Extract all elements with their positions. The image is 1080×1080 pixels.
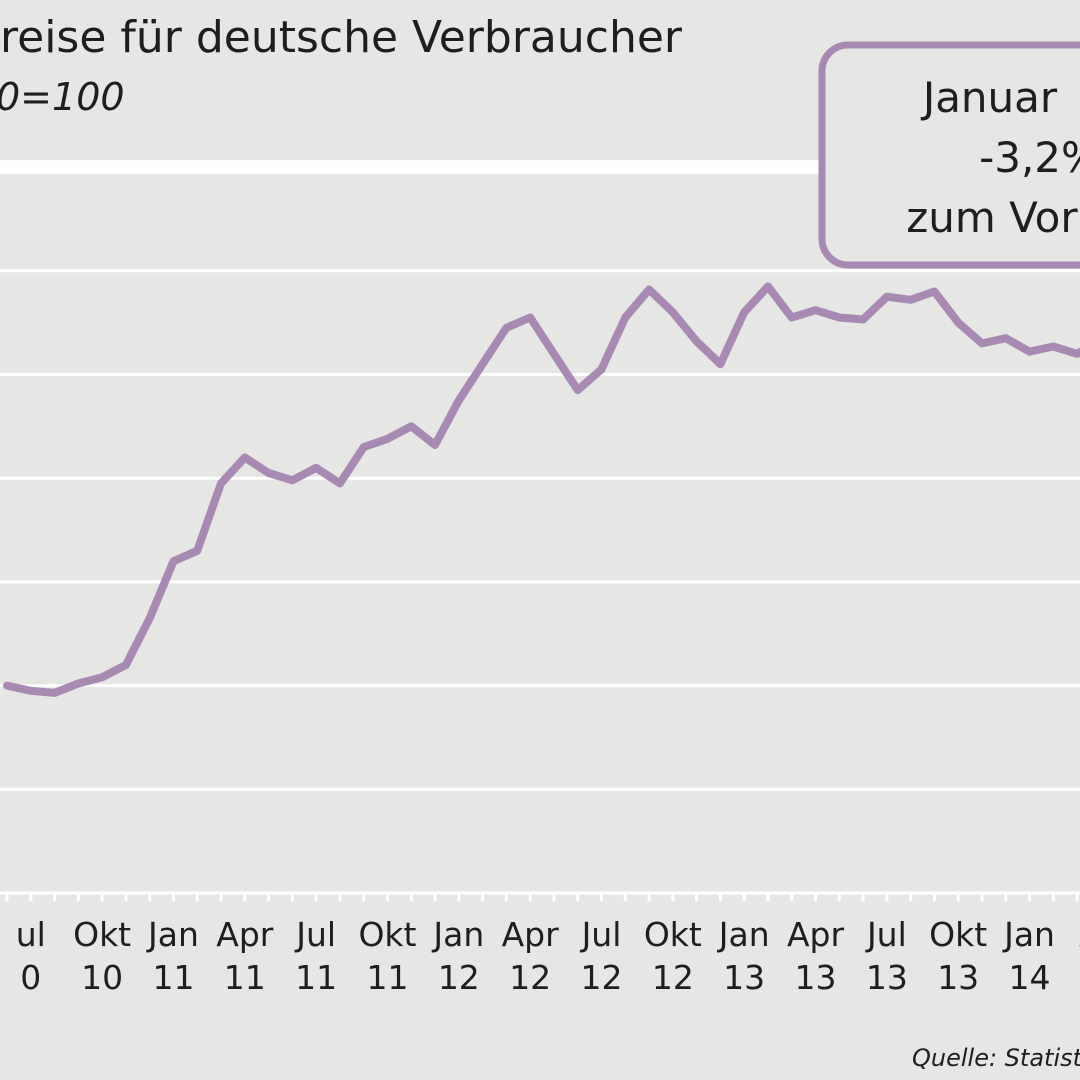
x-tick-label-year: 11 — [224, 958, 266, 997]
x-tick-label-month: Okt — [929, 915, 987, 954]
x-tick-label-month: Jan — [146, 915, 199, 954]
x-tick-label-year: 13 — [723, 958, 765, 997]
x-tick-label-month: Jul — [294, 915, 336, 954]
x-tick-label-month: Okt — [73, 915, 131, 954]
callout-line-1: Januar — [920, 73, 1058, 122]
callout-box: Januar -3,2% zum Vorm — [818, 41, 1080, 269]
x-tick-label-month: Jan — [717, 915, 770, 954]
x-tick-label-month: ul — [16, 915, 46, 954]
x-tick-label-month: Apr — [216, 915, 274, 954]
x-tick-label-year: 13 — [866, 958, 908, 997]
x-tick-label-month: Apr — [787, 915, 845, 954]
x-tick-label-year: 12 — [652, 958, 694, 997]
x-axis-ticks — [5, 893, 1079, 901]
x-tick-label-year: 10 — [81, 958, 123, 997]
x-tick-label-year: 13 — [795, 958, 837, 997]
gridlines — [0, 160, 1080, 895]
x-tick-label-month: Apr — [502, 915, 560, 954]
chart-subtitle: 0=100 — [0, 75, 125, 119]
x-tick-label-year: 11 — [295, 958, 337, 997]
x-tick-label-year: 14 — [1009, 958, 1051, 997]
chart-title: reise für deutsche Verbraucher — [0, 12, 683, 63]
x-tick-label-year: 11 — [366, 958, 408, 997]
x-tick-label-year: 11 — [152, 958, 194, 997]
x-tick-label-year: 0 — [20, 958, 41, 997]
x-tick-label-year: 12 — [509, 958, 551, 997]
x-tick-label-year: 12 — [581, 958, 623, 997]
x-tick-label-year: 13 — [937, 958, 979, 997]
x-tick-label-month: Jan — [431, 915, 484, 954]
x-tick-label-year: 12 — [438, 958, 480, 997]
x-axis-labels: ul 0 Okt 10 Jan 11 Apr 11 Jul 11 Okt 11 Jan 12 Apr 12 Ju… — [16, 915, 1080, 997]
series-line — [3, 282, 1080, 697]
callout-line-3: zum Vorm — [906, 193, 1080, 242]
x-tick-label-month: Okt — [644, 915, 702, 954]
callout-line-2: -3,2% — [979, 133, 1080, 182]
x-tick-label-month: Jul — [580, 915, 622, 954]
source-note: Quelle: Statist — [912, 1044, 1080, 1072]
x-tick-label-month: Jul — [865, 915, 907, 954]
x-tick-label-month: Okt — [358, 915, 416, 954]
x-tick-label-month: Jan — [1002, 915, 1055, 954]
